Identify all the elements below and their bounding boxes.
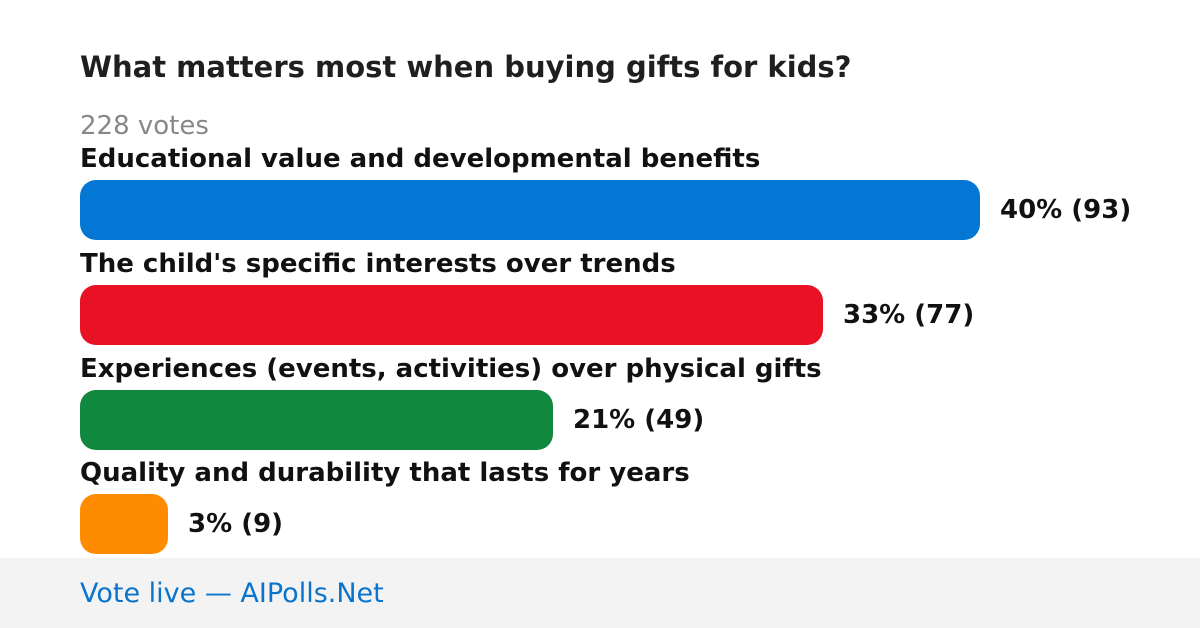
option-bar[interactable] <box>80 494 168 554</box>
poll-option-3[interactable]: Quality and durability that lasts for ye… <box>80 458 1180 563</box>
option-value: 21% (49) <box>573 405 705 435</box>
option-label: The child's specific interests over tren… <box>80 249 676 279</box>
poll-option-0[interactable]: Educational value and developmental bene… <box>80 144 1180 249</box>
option-value: 3% (9) <box>188 509 284 539</box>
option-label: Quality and durability that lasts for ye… <box>80 458 690 488</box>
poll-title: What matters most when buying gifts for … <box>80 50 852 84</box>
option-value: 33% (77) <box>843 300 975 330</box>
option-label: Experiences (events, activities) over ph… <box>80 354 822 384</box>
option-bar[interactable] <box>80 285 823 345</box>
option-bar[interactable] <box>80 180 980 240</box>
poll-option-2[interactable]: Experiences (events, activities) over ph… <box>80 354 1180 459</box>
vote-count: 228 votes <box>80 111 209 141</box>
vote-live-link[interactable]: Vote live — AIPolls.Net <box>80 578 384 609</box>
option-label: Educational value and developmental bene… <box>80 144 761 174</box>
option-bar[interactable] <box>80 390 553 450</box>
option-value: 40% (93) <box>1000 195 1132 225</box>
footer: Vote live — AIPolls.Net <box>0 558 1200 628</box>
poll-option-1[interactable]: The child's specific interests over tren… <box>80 249 1180 354</box>
